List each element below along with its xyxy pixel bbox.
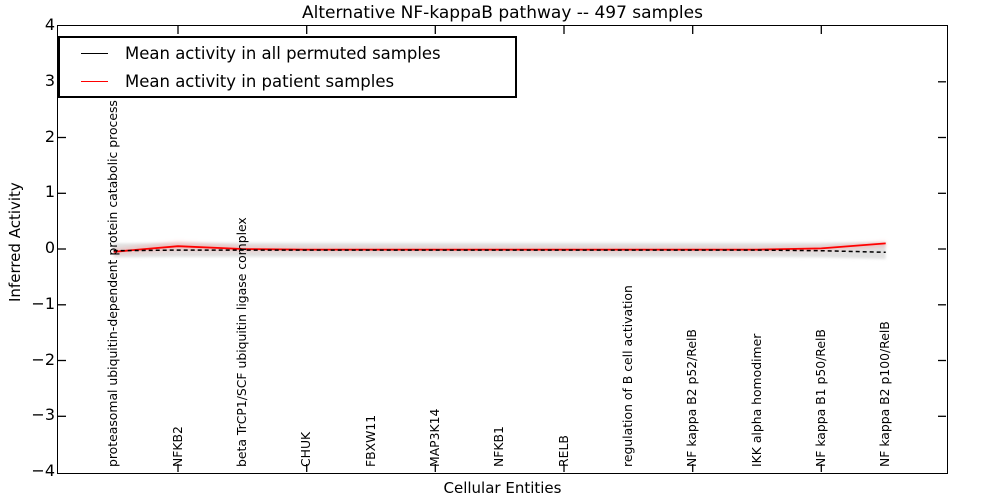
y-tick-label: 1 <box>44 182 55 202</box>
y-tick-label: 2 <box>44 126 55 146</box>
y-tick-label: 4 <box>44 15 55 34</box>
y-tick-label: −3 <box>31 405 55 425</box>
plot-area <box>57 25 948 474</box>
band-patient-samples-range <box>113 241 886 254</box>
legend-line-sample-red <box>81 80 108 82</box>
y-tick-label: 0 <box>44 238 55 257</box>
series-line-permuted <box>113 249 886 254</box>
legend-entry-permuted: Mean activity in all permuted samples <box>60 40 515 66</box>
y-tick-label: −2 <box>31 349 55 369</box>
legend-label: Mean activity in patient samples <box>125 71 395 91</box>
legend-box: Mean activity in all permuted samples Me… <box>58 36 517 98</box>
legend-entry-patient: Mean activity in patient samples <box>60 68 515 94</box>
x-axis-label: Cellular Entities <box>443 479 562 497</box>
legend-line-sample-black <box>81 52 108 54</box>
y-tick-label: 3 <box>44 70 55 90</box>
y-axis-label: Inferred Activity <box>6 182 24 302</box>
chart-title: Alternative NF-kappaB pathway -- 497 sam… <box>302 3 703 23</box>
chart-canvas <box>58 26 946 472</box>
y-axis-tick-labels: 4 3 2 1 0 −1 −2 −3 −4 <box>5 0 55 500</box>
y-tick-label: −1 <box>31 293 55 313</box>
y-tick-label: −4 <box>31 461 55 480</box>
legend-label: Mean activity in all permuted samples <box>125 43 441 63</box>
